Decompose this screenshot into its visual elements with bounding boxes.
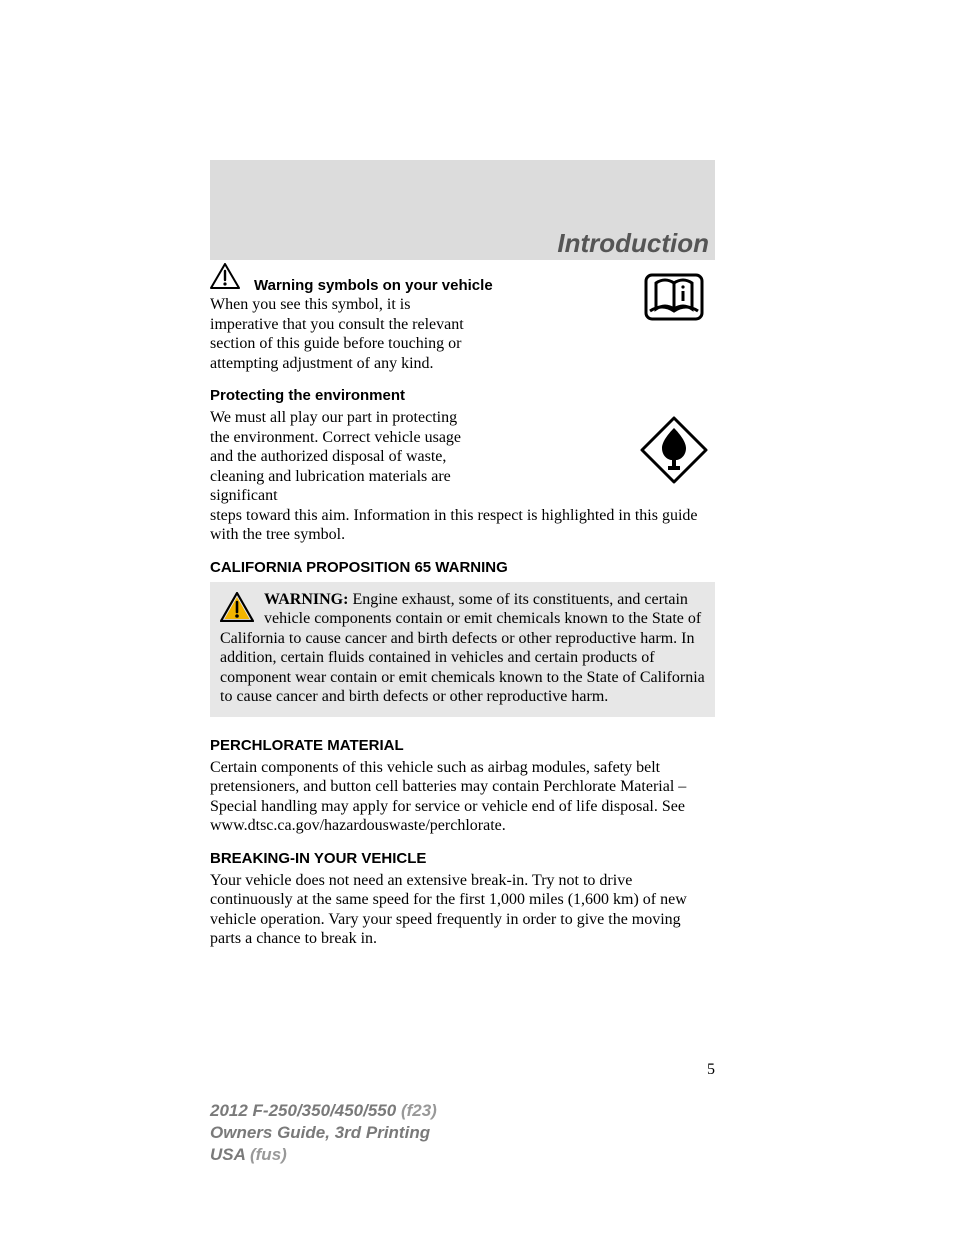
page-number: 5 <box>707 1061 715 1079</box>
footer: 2012 F-250/350/450/550 (f23) Owners Guid… <box>210 1100 437 1165</box>
warning-symbols-body: When you see this symbol, it is imperati… <box>210 295 480 373</box>
warning-triangle-yellow-icon <box>220 592 254 628</box>
breakin-body: Your vehicle does not need an extensive … <box>210 871 715 949</box>
footer-line1-dark: 2012 F-250/350/450/550 <box>210 1101 396 1120</box>
protecting-environment-section: Protecting the environment We must all p… <box>210 387 715 545</box>
perchlorate-body: Certain components of this vehicle such … <box>210 758 715 836</box>
warning-symbols-heading: Warning symbols on your vehicle <box>254 277 493 294</box>
footer-line2: Owners Guide, 3rd Printing <box>210 1122 437 1144</box>
breakin-heading: BREAKING-IN YOUR VEHICLE <box>210 850 715 867</box>
footer-line3-light: (fus) <box>245 1145 287 1164</box>
consult-guide-icon <box>633 263 715 329</box>
tree-diamond-icon <box>633 408 715 486</box>
prop65-warning-box: WARNING: Engine exhaust, some of its con… <box>210 582 715 717</box>
page-content: Introduction Warning symbols on your ve <box>210 160 715 949</box>
prop65-warning-label: WARNING: <box>264 591 348 608</box>
warning-symbols-section: Warning symbols on your vehicle When you… <box>210 263 715 373</box>
section-title: Introduction <box>210 160 715 267</box>
breakin-section: BREAKING-IN YOUR VEHICLE Your vehicle do… <box>210 850 715 949</box>
protecting-env-body-full: steps toward this aim. Information in th… <box>210 506 715 545</box>
perchlorate-section: PERCHLORATE MATERIAL Certain components … <box>210 737 715 836</box>
footer-line3-dark: USA <box>210 1145 245 1164</box>
warning-triangle-icon <box>210 263 240 294</box>
footer-line1-light: (f23) <box>396 1101 437 1120</box>
prop65-heading: CALIFORNIA PROPOSITION 65 WARNING <box>210 559 715 576</box>
protecting-env-heading: Protecting the environment <box>210 387 715 404</box>
prop65-section: CALIFORNIA PROPOSITION 65 WARNING WARNIN… <box>210 559 715 717</box>
perchlorate-heading: PERCHLORATE MATERIAL <box>210 737 715 754</box>
protecting-env-body-left: We must all play our part in protecting … <box>210 408 480 506</box>
